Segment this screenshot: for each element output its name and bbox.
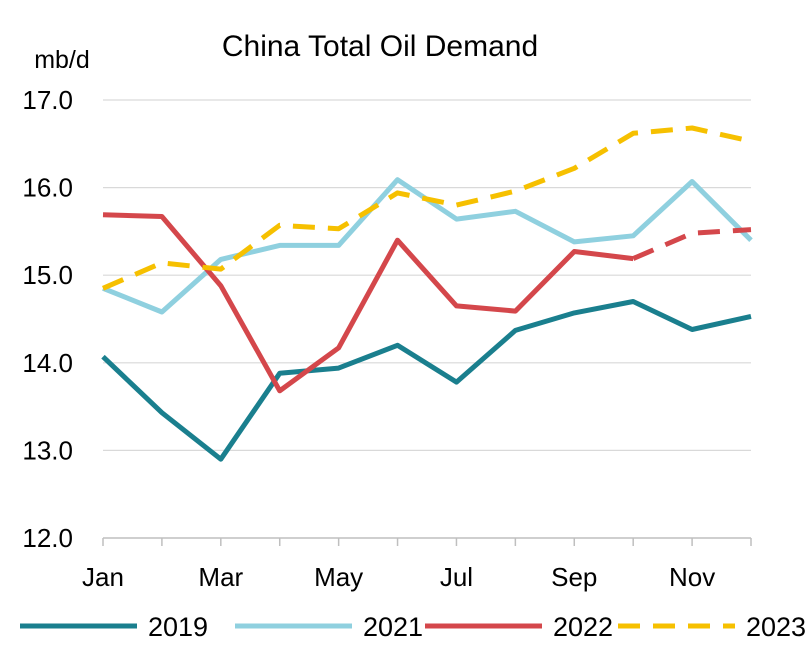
x-tick-label: Nov — [669, 562, 715, 592]
y-tick-label: 12.0 — [22, 523, 73, 553]
y-tick-label: 15.0 — [22, 260, 73, 290]
legend: 2019 2021 2022 2023 — [20, 612, 806, 642]
x-tick-label: May — [314, 562, 363, 592]
chart-title: China Total Oil Demand — [222, 30, 538, 63]
x-tick-label: Jul — [440, 562, 473, 592]
y-tick-label: 16.0 — [22, 173, 73, 203]
series-line-2022 — [102, 212, 634, 394]
y-tick-label: 17.0 — [22, 85, 73, 115]
x-tick-labels: Jan Mar May Jul Sep Nov — [82, 562, 715, 592]
y-tick-label: 13.0 — [22, 435, 73, 465]
series-line-2022-forecast — [632, 227, 752, 261]
series-line-2023 — [102, 125, 752, 291]
y-tick-label: 14.0 — [22, 348, 73, 378]
x-tick-label: Mar — [198, 562, 243, 592]
legend-label-2022: 2022 — [553, 612, 613, 642]
axes — [102, 537, 752, 546]
legend-label-2021: 2021 — [363, 612, 423, 642]
y-tick-labels: 12.0 13.0 14.0 15.0 16.0 17.0 — [22, 85, 73, 553]
x-tick-label: Jan — [82, 562, 124, 592]
legend-label-2019: 2019 — [148, 612, 208, 642]
series-line-2019 — [101, 299, 752, 462]
x-tick-label: Sep — [551, 562, 597, 592]
y-axis-label: mb/d — [34, 46, 90, 74]
legend-label-2023: 2023 — [746, 612, 806, 642]
series-lines — [101, 125, 753, 462]
